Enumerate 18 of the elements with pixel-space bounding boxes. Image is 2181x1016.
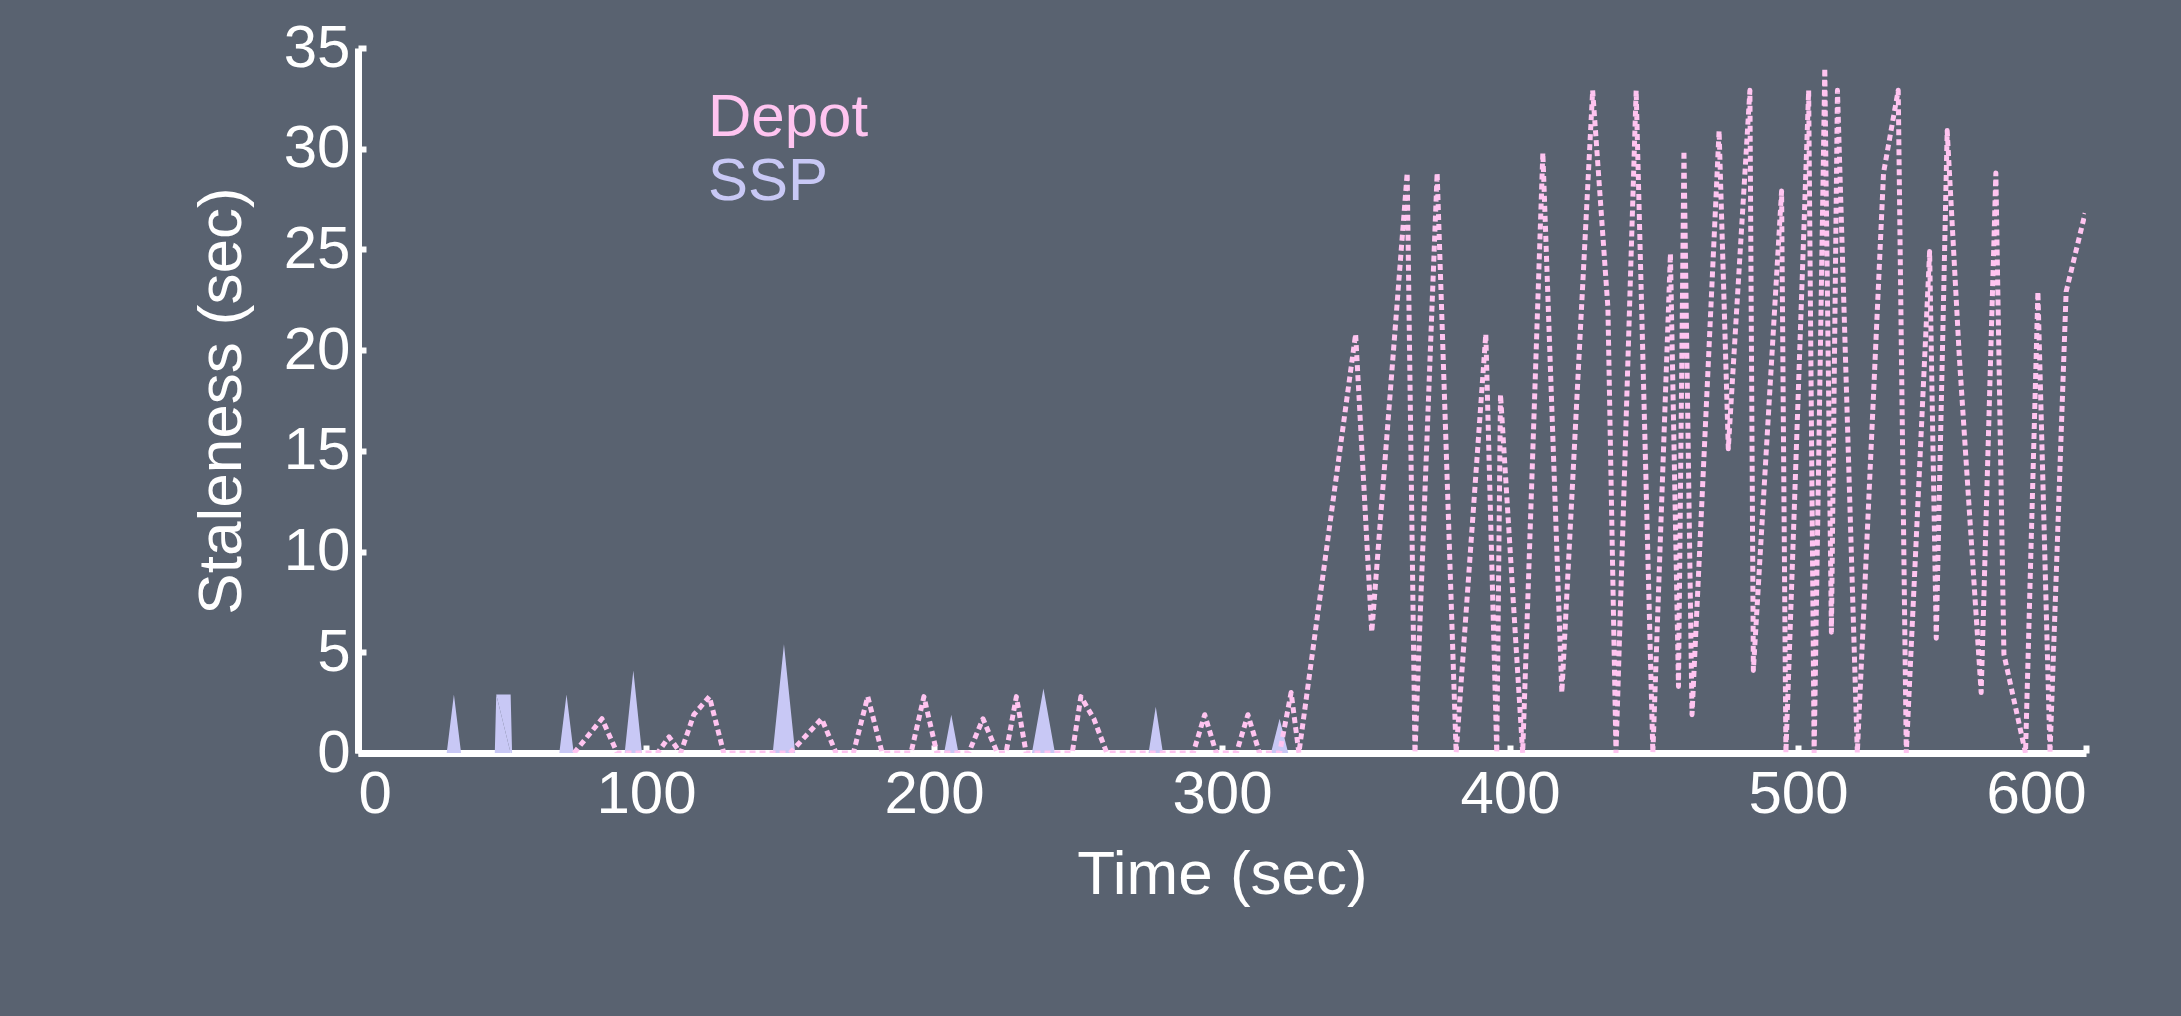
x-tick-label: 500 xyxy=(1748,758,1849,826)
x-tick-label: 0 xyxy=(358,758,392,826)
y-tick-label: 10 xyxy=(283,516,351,584)
text: Depot xyxy=(708,82,869,149)
y-tick-label: 15 xyxy=(283,415,351,483)
y-tick-label: 25 xyxy=(283,213,351,281)
y-tick-label: 5 xyxy=(317,616,351,684)
x-axis-title: Time (sec) xyxy=(1077,837,1368,907)
x-tick-label: 300 xyxy=(1172,758,1273,826)
x-tick-label: 200 xyxy=(884,758,985,826)
x-tick-label: 600 xyxy=(1986,758,2087,826)
y-tick-label: 0 xyxy=(317,717,351,785)
x-tick-label: 400 xyxy=(1460,758,1561,826)
x-tick-label: 100 xyxy=(596,758,697,826)
y-tick-label: 35 xyxy=(283,12,351,80)
y-tick-label: 20 xyxy=(283,314,351,382)
y-axis-title: Staleness (sec) xyxy=(184,187,254,615)
y-tick-label: 30 xyxy=(283,113,351,181)
